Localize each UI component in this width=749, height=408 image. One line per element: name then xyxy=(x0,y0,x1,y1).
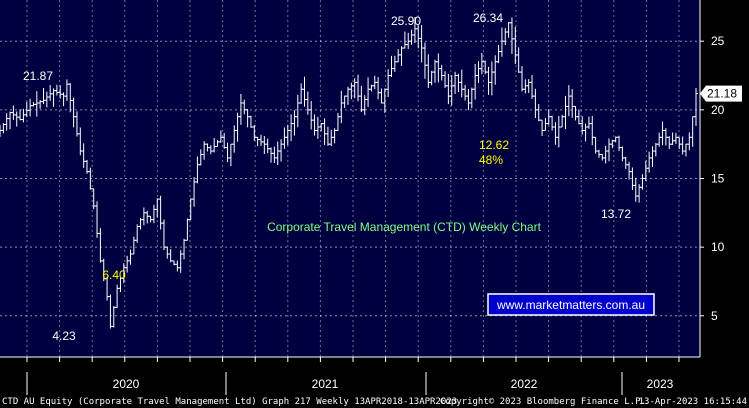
x-tick-label: 2020 xyxy=(113,377,140,391)
grid-lines xyxy=(0,0,700,357)
last-price-value: 21.18 xyxy=(707,87,737,101)
annotation-label: 26.34 xyxy=(473,11,503,25)
footer-copyright: Copyright© 2023 Bloomberg Finance L.P. xyxy=(440,397,646,407)
annotation-label: 6.40 xyxy=(102,268,126,282)
annotation-label: 12.62 xyxy=(479,138,509,152)
y-tick-label: 20 xyxy=(711,103,725,117)
x-tick-label: 2023 xyxy=(647,377,674,391)
website-link[interactable]: www.marketmatters.com.au xyxy=(496,298,645,312)
x-axis-area xyxy=(0,357,700,395)
y-axis-area xyxy=(700,0,749,357)
annotation-label: 4.23 xyxy=(52,329,76,343)
x-axis-ticks: 2020 2021 2022 2023 xyxy=(0,356,700,395)
x-tick-label: 2021 xyxy=(312,377,339,391)
x-tick-label: 2022 xyxy=(511,377,538,391)
y-tick-label: 10 xyxy=(711,240,725,254)
footer-timestamp: 13-Apr-2023 16:15:44 xyxy=(639,397,747,407)
annotation-label: 13.72 xyxy=(601,207,631,221)
annotation-label: 21.87 xyxy=(23,69,53,83)
y-tick-label: 15 xyxy=(711,172,725,186)
price-bars xyxy=(0,17,698,329)
y-tick-label: 25 xyxy=(711,34,725,48)
annotation-label: 25.90 xyxy=(391,14,421,28)
price-bar xyxy=(694,88,698,126)
last-price-tag: 21.18 xyxy=(700,85,742,102)
y-axis-ticks: 5 10 15 20 25 xyxy=(699,0,725,357)
footer-left: CTD AU Equity (Corporate Travel Manageme… xyxy=(2,397,457,407)
chart-title: Corporate Travel Management (CTD) Weekly… xyxy=(267,220,542,234)
website-watermark[interactable]: www.marketmatters.com.au xyxy=(487,293,655,316)
y-tick-label: 5 xyxy=(711,309,718,323)
annotation-label: 48% xyxy=(479,153,503,167)
